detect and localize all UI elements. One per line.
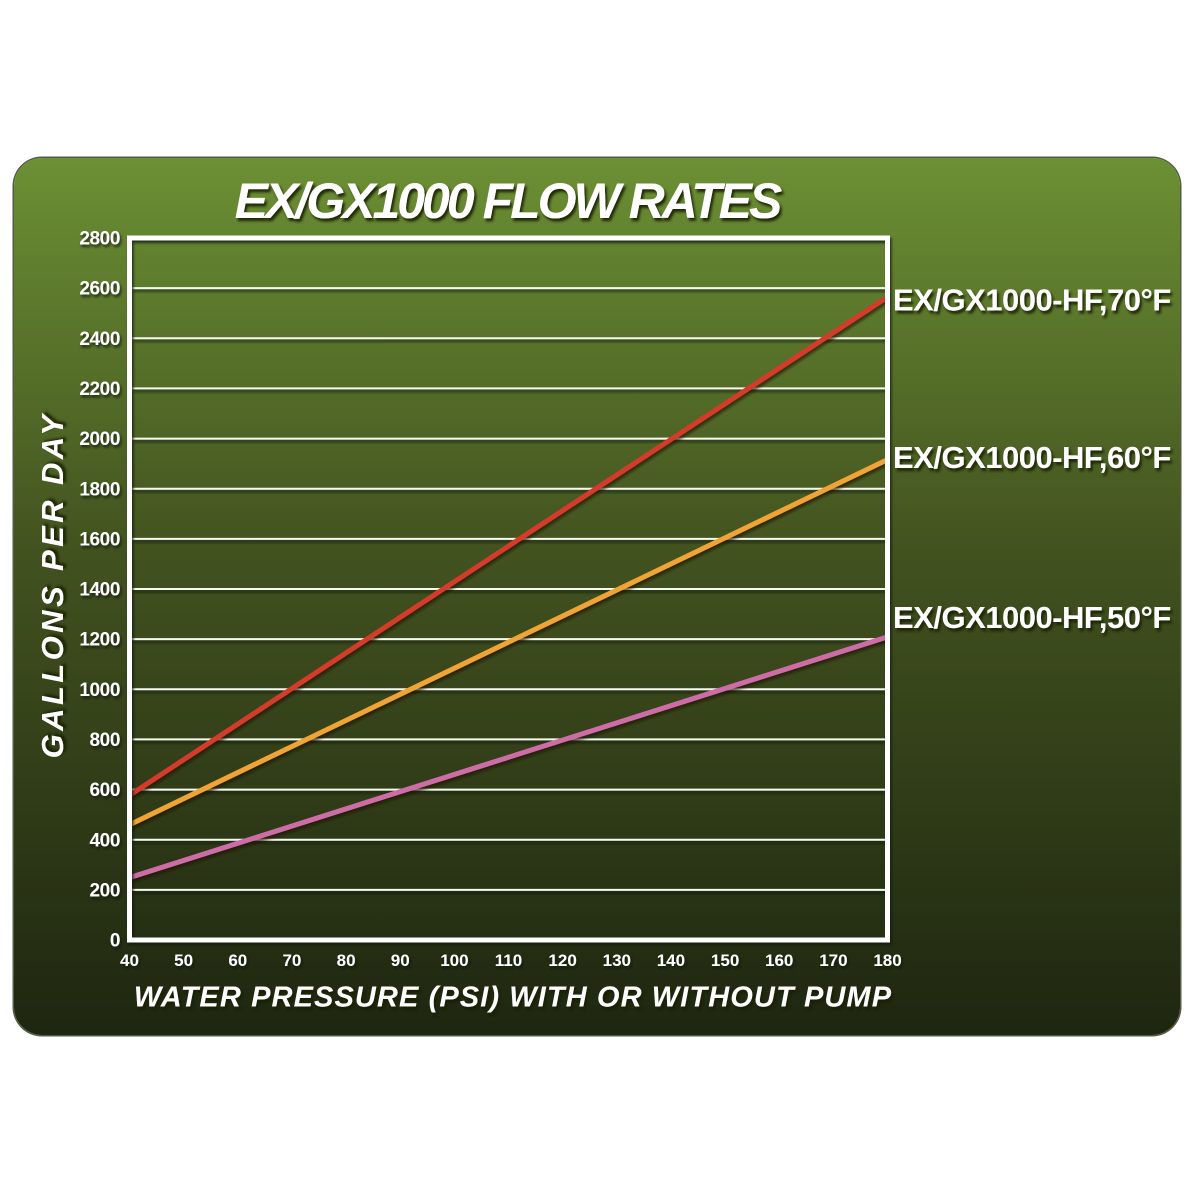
svg-text:50: 50: [174, 951, 193, 970]
svg-text:800: 800: [89, 730, 120, 751]
svg-text:2200: 2200: [79, 379, 120, 400]
svg-text:180: 180: [873, 951, 901, 970]
svg-text:2000: 2000: [79, 429, 120, 450]
svg-text:0: 0: [110, 931, 120, 952]
svg-text:170: 170: [819, 951, 847, 970]
svg-text:1200: 1200: [79, 630, 120, 651]
svg-text:70: 70: [282, 951, 301, 970]
svg-text:120: 120: [548, 951, 576, 970]
svg-text:600: 600: [89, 780, 120, 801]
svg-text:EX/GX1000 FLOW RATES: EX/GX1000 FLOW RATES: [235, 173, 782, 229]
svg-text:1400: 1400: [79, 580, 120, 601]
svg-text:2600: 2600: [79, 279, 120, 300]
svg-text:WATER PRESSURE (PSI) WITH OR W: WATER PRESSURE (PSI) WITH OR WITHOUT PUM…: [134, 982, 892, 1014]
svg-text:110: 110: [495, 951, 522, 970]
svg-text:160: 160: [765, 951, 793, 970]
svg-text:60: 60: [228, 951, 247, 970]
svg-text:400: 400: [89, 830, 120, 851]
svg-text:1800: 1800: [79, 479, 120, 500]
svg-text:2800: 2800: [79, 229, 120, 250]
svg-text:40: 40: [120, 951, 139, 970]
svg-text:EX/GX1000-HF,70°F: EX/GX1000-HF,70°F: [893, 283, 1171, 318]
svg-text:80: 80: [337, 951, 356, 970]
svg-text:100: 100: [440, 951, 468, 970]
svg-text:1600: 1600: [79, 530, 120, 551]
svg-text:GALLONS PER DAY: GALLONS PER DAY: [35, 412, 70, 759]
svg-text:EX/GX1000-HF,60°F: EX/GX1000-HF,60°F: [893, 440, 1171, 475]
svg-text:140: 140: [657, 951, 685, 970]
svg-text:130: 130: [603, 951, 631, 970]
svg-text:150: 150: [711, 951, 739, 970]
svg-text:90: 90: [391, 951, 410, 970]
svg-text:2400: 2400: [79, 329, 120, 350]
svg-text:200: 200: [89, 881, 120, 902]
svg-text:EX/GX1000-HF,50°F: EX/GX1000-HF,50°F: [893, 600, 1171, 635]
svg-text:1000: 1000: [79, 680, 120, 701]
